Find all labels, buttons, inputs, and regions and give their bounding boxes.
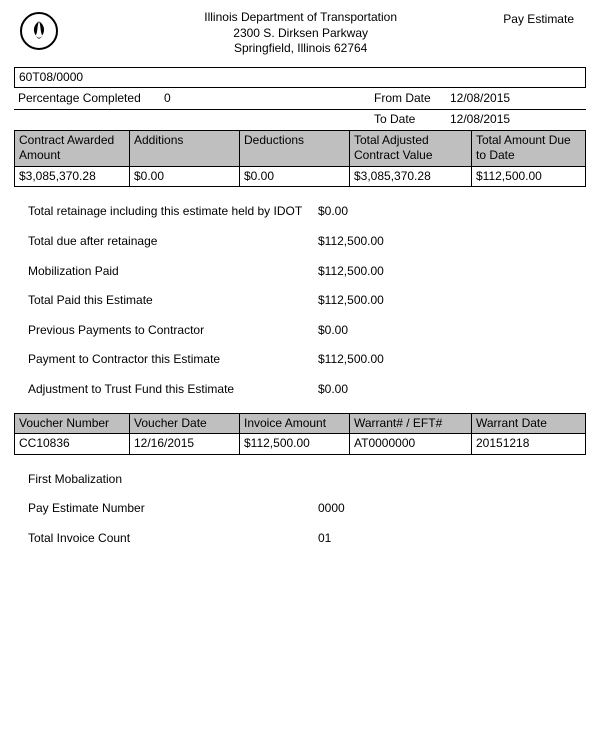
percent-label: Percentage Completed [18,91,158,107]
detail-list: Total retainage including this estimate … [14,187,586,412]
from-date-label: From Date [374,91,444,107]
contract-val-4: $3,085,370.28 [350,167,472,187]
detail-row: Previous Payments to Contractor$0.00 [28,316,586,346]
voucher-table-header: Voucher Number Voucher Date Invoice Amou… [14,413,586,435]
contract-col-2: Additions [130,131,240,166]
footer-row: Total Invoice Count01 [28,524,586,554]
org-line-1: Illinois Department of Transportation [98,10,503,26]
contract-col-1: Contract Awarded Amount [15,131,130,166]
voucher-col-3: Invoice Amount [240,414,350,434]
contract-col-3: Deductions [240,131,350,166]
footer-list: First Mobalization Pay Estimate Number00… [14,455,586,554]
to-date-label: To Date [374,112,444,128]
voucher-val-5: 20151218 [472,434,585,454]
to-date-value: 12/08/2015 [450,112,530,128]
org-line-2: 2300 S. Dirksen Parkway [98,26,503,42]
job-number-box: 60T08/0000 [14,67,586,89]
voucher-col-2: Voucher Date [130,414,240,434]
org-line-3: Springfield, Illinois 62764 [98,41,503,57]
detail-row: Payment to Contractor this Estimate$112,… [28,345,586,375]
contract-val-1: $3,085,370.28 [15,167,130,187]
detail-row: Total Paid this Estimate$112,500.00 [28,286,586,316]
percent-row-1: Percentage Completed 0 From Date 12/08/2… [14,89,586,110]
detail-row: Total retainage including this estimate … [28,197,586,227]
voucher-col-5: Warrant Date [472,414,585,434]
detail-row: Total due after retainage$112,500.00 [28,227,586,257]
contract-val-3: $0.00 [240,167,350,187]
voucher-val-2: 12/16/2015 [130,434,240,454]
footer-row: Pay Estimate Number0000 [28,494,586,524]
idot-logo-icon [20,12,58,50]
contract-col-5: Total Amount Due to Date [472,131,585,166]
from-date-value: 12/08/2015 [450,91,530,107]
document-header: Illinois Department of Transportation 23… [14,10,586,57]
contract-val-2: $0.00 [130,167,240,187]
percent-row-2: To Date 12/08/2015 [14,110,586,130]
percent-value: 0 [164,91,244,107]
voucher-col-1: Voucher Number [15,414,130,434]
contract-table-row: $3,085,370.28 $0.00 $0.00 $3,085,370.28 … [14,167,586,188]
contract-table-header: Contract Awarded Amount Additions Deduct… [14,130,586,167]
organization-block: Illinois Department of Transportation 23… [58,10,503,57]
voucher-col-4: Warrant# / EFT# [350,414,472,434]
voucher-val-4: AT0000000 [350,434,472,454]
voucher-val-1: CC10836 [15,434,130,454]
contract-val-5: $112,500.00 [472,167,585,187]
footer-row: First Mobalization [28,465,586,495]
detail-row: Mobilization Paid$112,500.00 [28,257,586,287]
document-type: Pay Estimate [503,10,580,28]
job-number: 60T08/0000 [19,70,83,84]
contract-col-4: Total Adjusted Contract Value [350,131,472,166]
detail-row: Adjustment to Trust Fund this Estimate$0… [28,375,586,405]
voucher-val-3: $112,500.00 [240,434,350,454]
voucher-table-row: CC10836 12/16/2015 $112,500.00 AT0000000… [14,434,586,455]
